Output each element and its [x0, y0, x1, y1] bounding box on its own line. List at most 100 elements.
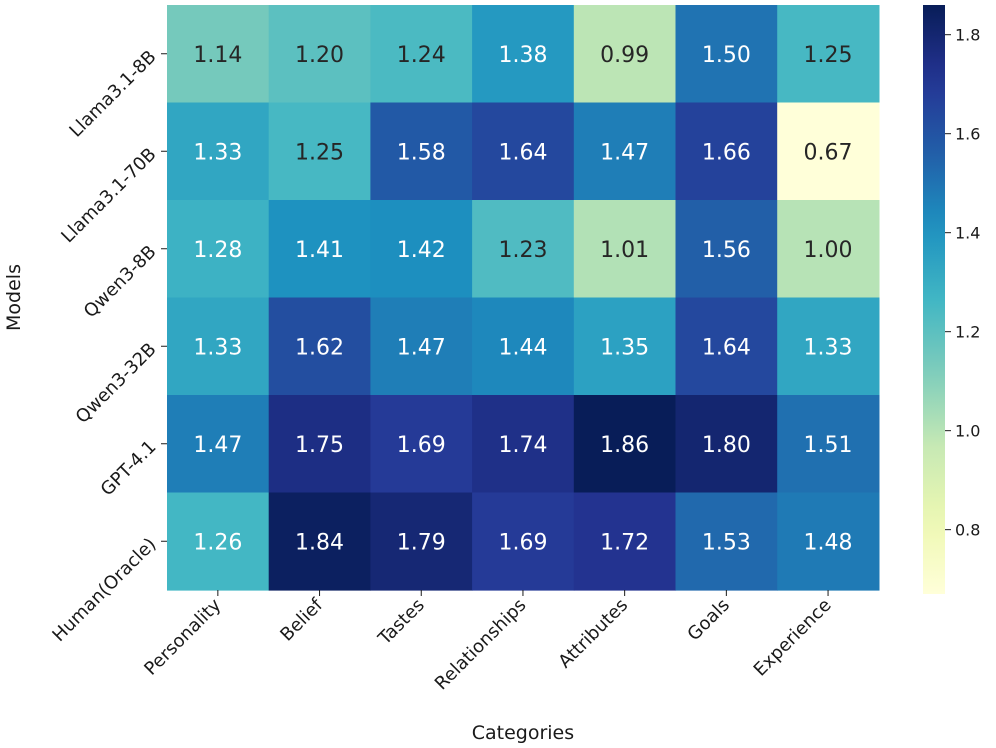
heatmap-cell	[675, 297, 778, 396]
heatmap-cell	[777, 297, 880, 396]
cell-value-label: 1.64	[498, 140, 547, 165]
cell-value-label: 1.47	[397, 335, 446, 360]
cell-value-label: 1.64	[702, 335, 751, 360]
cell-value-label: 1.53	[702, 530, 751, 555]
colorbar-bar	[923, 5, 945, 594]
cell-value-label: 1.84	[295, 530, 344, 555]
heatmap-cell	[675, 200, 778, 299]
heatmap-cell	[777, 5, 880, 104]
heatmap-cell	[268, 200, 371, 299]
cell-value-label: 1.50	[702, 43, 751, 68]
heatmap-cell	[268, 492, 371, 591]
heatmap-cell	[777, 102, 880, 201]
heatmap-cell	[370, 395, 473, 494]
cell-value-label: 1.42	[397, 238, 446, 263]
heatmap-cell	[472, 492, 575, 591]
cell-value-label: 1.75	[295, 433, 344, 458]
heatmap-cell	[167, 102, 270, 201]
cell-value-label: 1.58	[397, 140, 446, 165]
heatmap-cell	[777, 492, 880, 591]
colorbar-ticks: 0.8 1.0 1.2 1.4 1.6 1.8	[945, 26, 980, 540]
heatmap-cell	[675, 492, 778, 591]
heatmap-cell	[167, 5, 270, 104]
heatmap-cell	[167, 492, 270, 591]
x-tick-label: Personality	[140, 594, 225, 679]
y-tick-label: Qwen3-32B	[72, 339, 161, 428]
x-tick-label: Tastes	[374, 595, 429, 650]
colorbar-tick-label: 1.0	[955, 422, 980, 441]
x-tick-label: Attributes	[555, 595, 633, 673]
heatmap-cell	[573, 5, 677, 104]
y-tick-label: Llama3.1-70B	[57, 144, 160, 247]
cell-value-label: 1.33	[193, 335, 242, 360]
heatmap-cell	[472, 297, 575, 396]
x-axis-title: Categories	[472, 722, 574, 744]
heatmap-cell	[573, 297, 677, 396]
cell-value-label: 1.20	[295, 43, 344, 68]
heatmap-cell	[370, 200, 473, 299]
cell-value-label: 0.99	[600, 43, 649, 68]
heatmap-cell	[777, 200, 880, 299]
cell-value-label: 1.56	[702, 238, 751, 263]
y-tick-label: Human(Oracle)	[48, 534, 160, 646]
cell-value-label: 1.00	[804, 238, 853, 263]
heatmap-cell	[573, 492, 677, 591]
colorbar-tick-label: 1.8	[955, 26, 980, 45]
y-tick-label: GPT-4.1	[97, 436, 161, 500]
heatmap-cell	[573, 200, 677, 299]
cell-value-label: 1.66	[702, 140, 751, 165]
cell-value-label: 1.33	[804, 335, 853, 360]
heatmap-cell	[370, 297, 473, 396]
cell-value-label: 1.24	[397, 43, 446, 68]
cell-value-label: 1.14	[193, 43, 242, 68]
cell-value-label: 1.62	[295, 335, 344, 360]
heatmap-cell	[370, 492, 473, 591]
colorbar-tick-label: 1.4	[955, 224, 980, 243]
cell-value-label: 1.74	[498, 433, 547, 458]
cell-value-label: 1.86	[600, 433, 649, 458]
cell-value-label: 1.23	[498, 238, 547, 263]
y-tick-label: Llama3.1-8B	[65, 46, 160, 141]
cell-value-label: 1.69	[397, 433, 446, 458]
cell-value-label: 1.25	[295, 140, 344, 165]
cell-value-label: 1.28	[193, 238, 242, 263]
heatmap-cell	[675, 395, 778, 494]
x-tick-label: Goals	[683, 595, 733, 645]
cell-value-label: 1.48	[804, 530, 853, 555]
heatmap-cell	[167, 200, 270, 299]
heatmap-cell	[167, 297, 270, 396]
heatmap-cell	[472, 395, 575, 494]
cell-value-label: 1.25	[804, 43, 853, 68]
colorbar-tick-label: 1.6	[955, 125, 980, 144]
heatmap-cell	[268, 395, 371, 494]
x-tick-label: Belief	[276, 594, 327, 645]
colorbar-tick-label: 1.2	[955, 323, 980, 342]
cell-value-label: 1.47	[193, 433, 242, 458]
cell-value-label: 1.69	[498, 530, 547, 555]
heatmap-cell	[573, 395, 677, 494]
cell-value-label: 1.51	[804, 433, 853, 458]
cell-value-label: 1.80	[702, 433, 751, 458]
heatmap-cell	[472, 200, 575, 299]
cell-value-label: 1.35	[600, 335, 649, 360]
heatmap-cell	[777, 395, 880, 494]
heatmap-cell-labels: 1.14 1.20 1.24 1.38 0.99 1.50 1.25 1.33 1.25 1.58…	[193, 43, 852, 556]
cell-value-label: 1.72	[600, 530, 649, 555]
cell-value-label: 1.01	[600, 238, 649, 263]
heatmap-cell	[268, 5, 371, 104]
heatmap-cell	[268, 102, 371, 201]
heatmap-cell	[167, 395, 270, 494]
cell-value-label: 0.67	[804, 140, 853, 165]
cell-value-label: 1.79	[397, 530, 446, 555]
heatmap-cells	[167, 5, 880, 591]
cell-value-label: 1.44	[498, 335, 547, 360]
heatmap-cell	[268, 297, 371, 396]
x-tick-label: Relationships	[431, 595, 531, 695]
y-tick-label: Qwen3-8B	[80, 241, 161, 322]
cell-value-label: 1.33	[193, 140, 242, 165]
cell-value-label: 1.26	[193, 530, 242, 555]
x-axis-ticks: Personality Belief Tastes Relationships Attr…	[140, 590, 836, 695]
heatmap-cell	[472, 102, 575, 201]
